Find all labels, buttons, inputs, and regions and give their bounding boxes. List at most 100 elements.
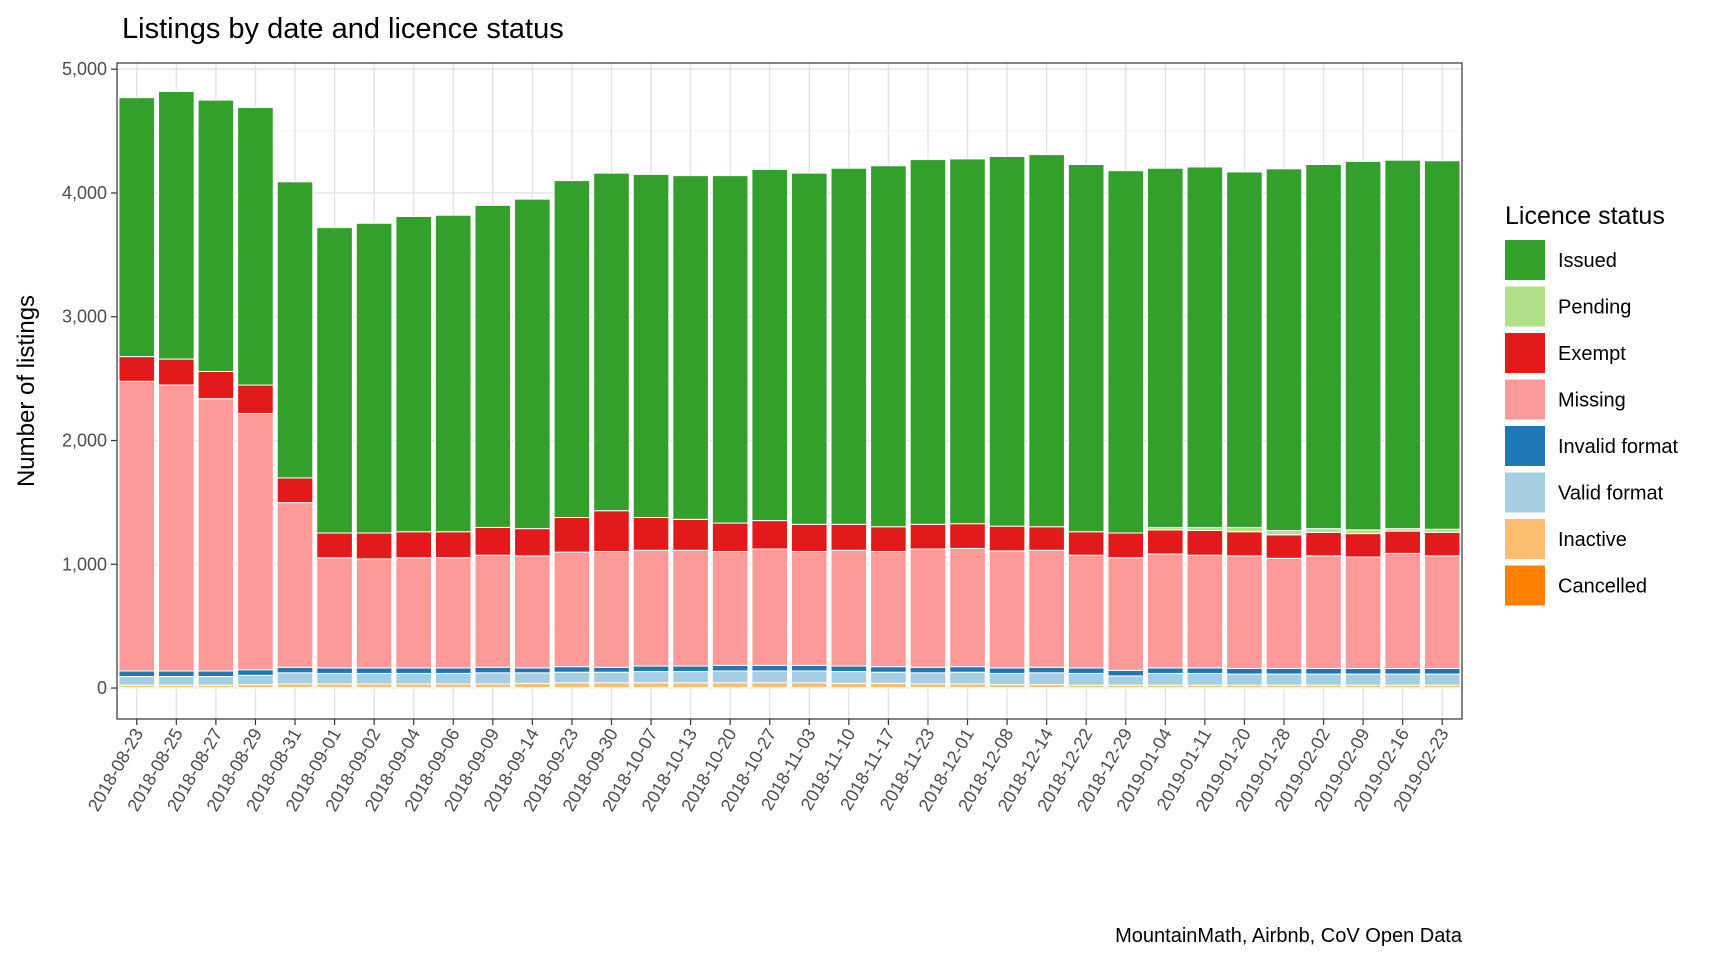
- bar-segment: [1148, 673, 1184, 685]
- legend-key: [1505, 519, 1545, 559]
- legend-label: Inactive: [1558, 529, 1627, 551]
- legend-label: Exempt: [1558, 343, 1626, 365]
- legend-label: Cancelled: [1558, 576, 1647, 598]
- bar-segment: [277, 478, 313, 503]
- bar-segment: [1306, 164, 1342, 528]
- bar-segment: [1148, 668, 1184, 674]
- bar-segment: [396, 684, 432, 688]
- bar-segment: [515, 668, 551, 673]
- bar-segment: [159, 359, 195, 385]
- bar-segment: [159, 91, 195, 359]
- bar-segment: [673, 683, 709, 688]
- bar-segment: [712, 665, 748, 671]
- bar-segment: [1029, 155, 1065, 527]
- bar-segment: [317, 558, 353, 668]
- bar-segment: [435, 668, 471, 674]
- bar-segment: [1266, 535, 1302, 559]
- bar-segment: [1068, 673, 1104, 685]
- bar-segment: [1227, 556, 1263, 669]
- bar-segment: [1227, 674, 1263, 685]
- legend-key: [1505, 380, 1545, 420]
- bar-segment: [277, 503, 313, 668]
- bar-segment: [989, 156, 1025, 526]
- bar-segment: [1266, 674, 1302, 685]
- bar-segment: [950, 524, 986, 549]
- bar-segment: [515, 529, 551, 556]
- bar-segment: [198, 671, 234, 677]
- bar-segment: [791, 524, 827, 551]
- bar-segment: [1029, 673, 1065, 685]
- bar-segment: [950, 684, 986, 688]
- bar-segment: [791, 683, 827, 688]
- bar-segment: [435, 215, 471, 531]
- bar-segment: [633, 517, 669, 550]
- bar-segment: [1068, 555, 1104, 668]
- bar-segment: [673, 672, 709, 683]
- bar-segment: [238, 675, 274, 684]
- legend-key: [1505, 333, 1545, 373]
- bar-segment: [1148, 168, 1184, 527]
- legend-key: [1505, 240, 1545, 280]
- bar-segment: [712, 683, 748, 688]
- bar-segment: [317, 533, 353, 558]
- bar-segment: [1108, 676, 1144, 685]
- bar-segment: [317, 668, 353, 674]
- bar-segment: [1108, 171, 1144, 533]
- bar-segment: [1306, 669, 1342, 675]
- bar-segment: [594, 667, 630, 672]
- bar-segment: [1108, 558, 1144, 671]
- bar-segment: [1227, 172, 1263, 527]
- legend-title: Licence status: [1505, 202, 1665, 230]
- y-axis-label: Number of listings: [13, 295, 40, 487]
- bar-segment: [1068, 532, 1104, 556]
- bar-segment: [673, 519, 709, 550]
- bar-segment: [1266, 530, 1302, 534]
- bar-segment: [119, 677, 155, 686]
- bar-segment: [356, 668, 392, 674]
- bar-segment: [1029, 527, 1065, 551]
- bar-segment: [712, 552, 748, 666]
- bar-segment: [1227, 669, 1263, 675]
- bar-segment: [1227, 532, 1263, 556]
- bar-segment: [475, 673, 511, 684]
- bar-segment: [989, 668, 1025, 674]
- legend-key: [1505, 473, 1545, 513]
- bar-segment: [396, 216, 432, 531]
- bar-segment: [673, 176, 709, 520]
- bar-segment: [1068, 164, 1104, 531]
- bar-segment: [1345, 674, 1381, 685]
- bar-segment: [277, 684, 313, 688]
- bar-segment: [1424, 532, 1460, 556]
- bar-segment: [1345, 669, 1381, 675]
- bar-segment: [831, 672, 867, 684]
- y-tick-label: 1,000: [62, 554, 107, 574]
- bar-segment: [1424, 674, 1460, 685]
- bar-segment: [871, 683, 907, 687]
- bar-segment: [159, 677, 195, 686]
- bar-segment: [1424, 556, 1460, 669]
- bar-segment: [238, 385, 274, 413]
- bar-segment: [871, 527, 907, 552]
- bar-segment: [910, 160, 946, 525]
- bar-segment: [1029, 550, 1065, 667]
- bar-segment: [1148, 554, 1184, 668]
- bar-segment: [198, 371, 234, 398]
- bar-segment: [950, 667, 986, 673]
- bar-segment: [633, 550, 669, 666]
- bar-segment: [1108, 533, 1144, 558]
- bar-segment: [317, 673, 353, 684]
- bar-segment: [435, 673, 471, 684]
- bar-segment: [871, 672, 907, 683]
- bar-segment: [989, 673, 1025, 684]
- bar-segment: [1148, 530, 1184, 554]
- bar-segment: [989, 551, 1025, 668]
- bar-segment: [1266, 558, 1302, 668]
- bar-segment: [159, 671, 195, 677]
- bar-segment: [356, 223, 392, 533]
- bar-segment: [475, 667, 511, 673]
- bar-segment: [831, 550, 867, 666]
- bar-segment: [198, 677, 234, 686]
- bar-segment: [752, 665, 788, 671]
- bar-segment: [515, 673, 551, 684]
